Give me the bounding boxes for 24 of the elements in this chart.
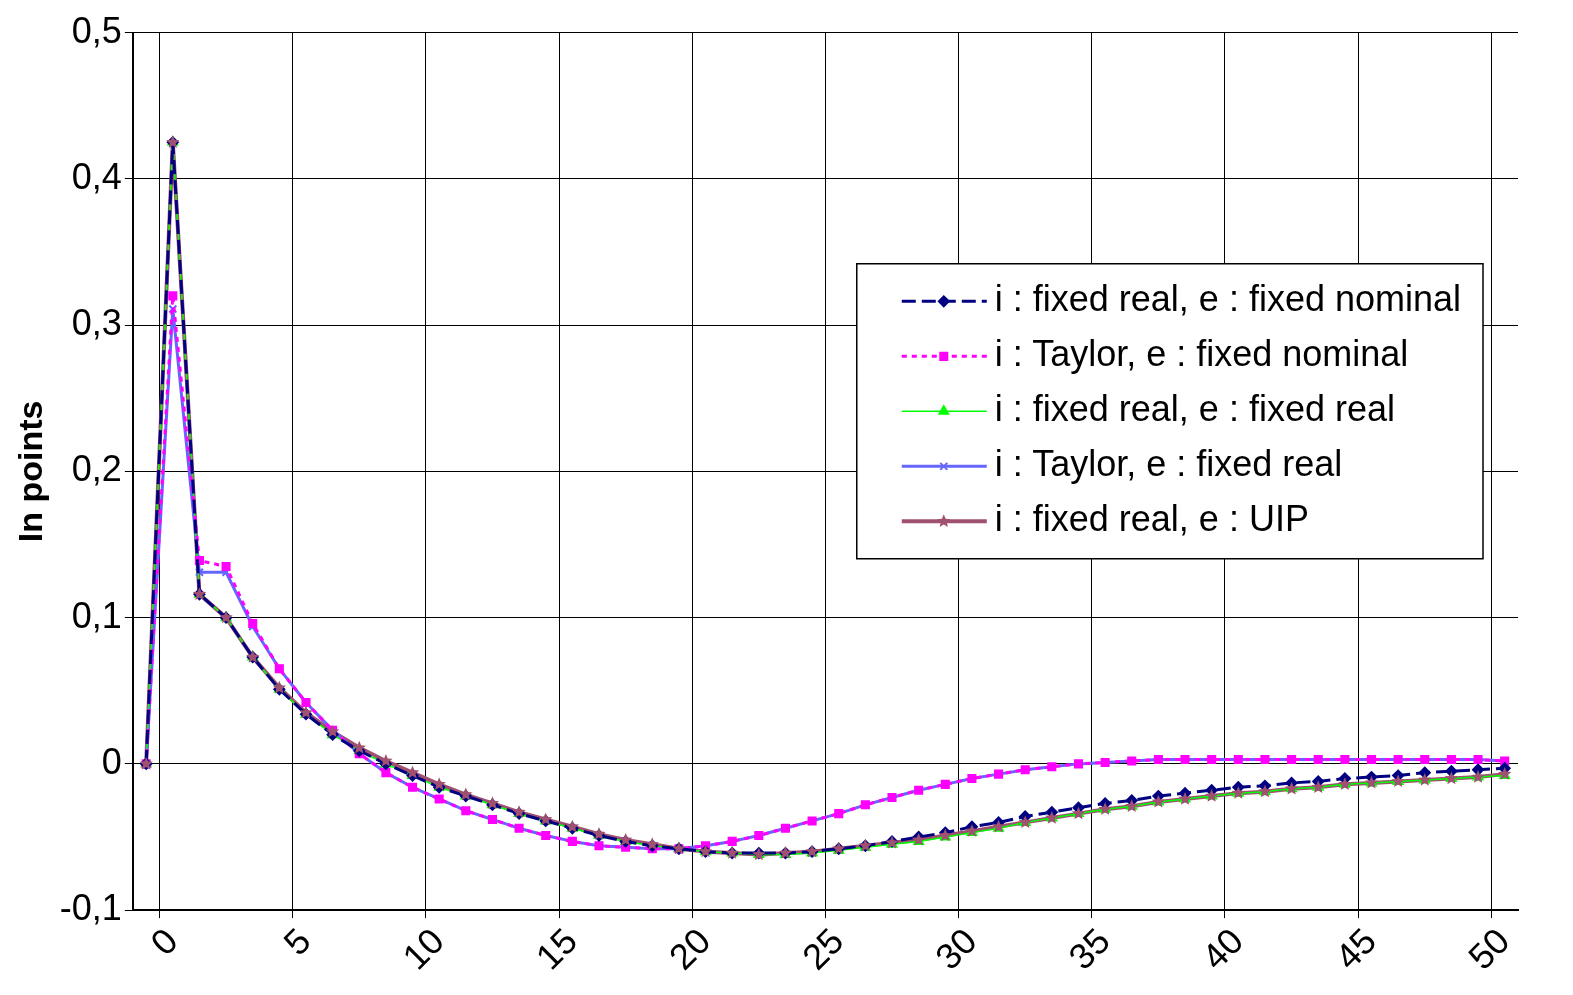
x-tick-label: 50 — [1460, 920, 1518, 978]
y-tick-label: 0,5 — [71, 9, 122, 51]
legend-label: i : fixed real, e : fixed nominal — [994, 278, 1462, 320]
legend-label: i : Taylor, e : fixed real — [994, 443, 1343, 485]
y-tick-label: 0,4 — [71, 155, 122, 197]
y-tick-label: 0 — [101, 740, 122, 782]
y-tick-label: 0,2 — [71, 448, 122, 490]
y-tick-label: 0,3 — [71, 302, 122, 344]
x-tick-label: 20 — [660, 920, 719, 978]
x-tick-label: 0 — [142, 920, 186, 964]
x-tick-label: 15 — [527, 920, 586, 978]
x-tick-label: 5 — [275, 920, 319, 964]
x-tick-label: 40 — [1193, 920, 1251, 978]
x-tick-label: 10 — [394, 920, 452, 978]
x-tick-label: 45 — [1326, 920, 1385, 978]
legend-label: i : Taylor, e : fixed nominal — [994, 333, 1409, 375]
y-axis-title: In points — [10, 400, 49, 543]
legend-label: i : fixed real, e : fixed real — [994, 388, 1395, 430]
legend-label: i : fixed real, e : UIP — [994, 498, 1309, 540]
x-tick-label: 35 — [1060, 920, 1118, 978]
y-tick-label: -0,1 — [59, 887, 122, 929]
y-tick-label: 0,1 — [71, 594, 122, 636]
x-tick-label: 30 — [927, 920, 985, 978]
x-tick-label: 25 — [794, 920, 852, 978]
